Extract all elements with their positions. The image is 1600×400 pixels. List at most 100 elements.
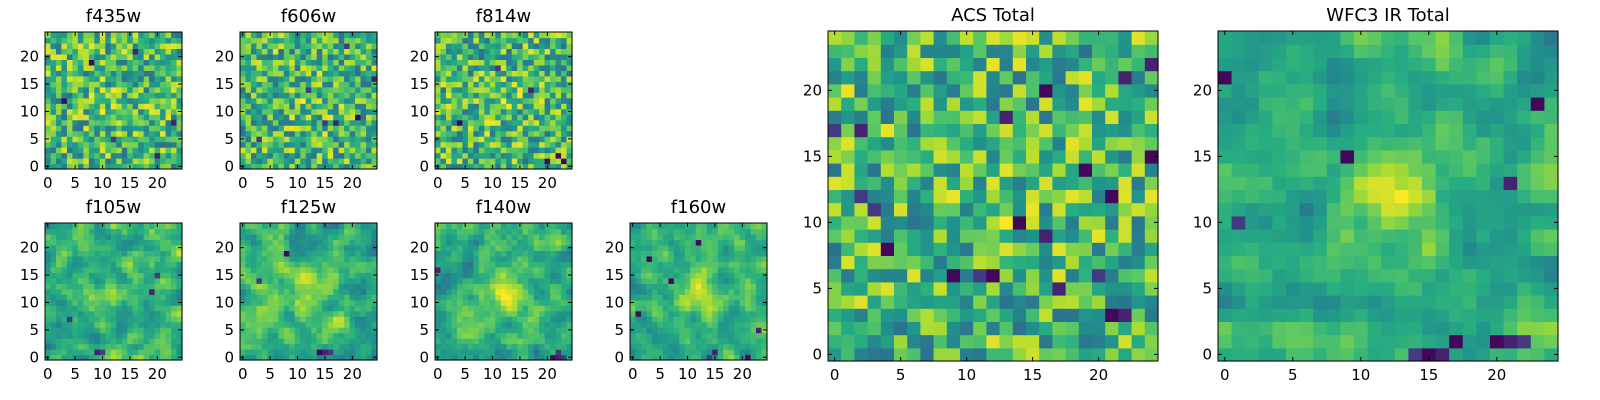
heatmap-cell [160, 288, 167, 295]
heatmap-cell [360, 136, 367, 143]
heatmap-cell [739, 343, 746, 350]
heatmap-cell [132, 255, 139, 262]
heatmap-cell [973, 176, 987, 190]
heatmap-cell [72, 338, 79, 345]
heatmap-cell [261, 147, 268, 154]
heatmap-cell [327, 228, 334, 235]
heatmap-cell [360, 141, 367, 148]
heatmap-cell [539, 158, 546, 165]
heatmap-cell [679, 327, 686, 334]
heatmap-cell [355, 354, 362, 361]
heatmap-cell [344, 114, 351, 121]
heatmap-cell [50, 42, 57, 50]
heatmap-cell [706, 223, 713, 230]
heatmap-cell [294, 321, 301, 328]
heatmap-cell [355, 228, 362, 235]
heatmap-cell [245, 92, 252, 99]
heatmap-cell [473, 53, 480, 60]
heatmap-cell [445, 283, 453, 290]
heatmap-cell [360, 114, 367, 121]
heatmap-cell [544, 114, 551, 121]
heatmap-cell [121, 37, 128, 44]
heatmap-cell [662, 223, 669, 230]
heatmap-cell [695, 338, 702, 345]
heatmap-cell [160, 349, 167, 356]
heatmap-cell [344, 310, 351, 317]
heatmap-cell [500, 288, 507, 295]
heatmap-cell [83, 48, 90, 55]
heatmap-cell [533, 283, 540, 290]
heatmap-cell [500, 59, 507, 66]
heatmap-cell [300, 338, 307, 345]
heatmap-cell [355, 119, 362, 126]
heatmap-cell [272, 92, 279, 99]
heatmap-cell [657, 327, 664, 334]
heatmap-cell [138, 332, 145, 339]
heatmap-cell [451, 288, 458, 295]
heatmap-cell [355, 261, 362, 268]
heatmap-cell [528, 266, 535, 273]
heatmap-cell [132, 288, 139, 295]
heatmap-cell [511, 37, 518, 44]
heatmap-cell [77, 261, 84, 268]
heatmap-cell [66, 338, 73, 345]
heatmap-cell [50, 343, 57, 350]
heatmap-cell [679, 338, 686, 345]
heatmap-cell [371, 125, 378, 132]
heatmap-cell [72, 53, 79, 60]
heatmap-cell [77, 283, 84, 290]
heatmap-cell [495, 86, 502, 93]
heatmap-cell [761, 310, 768, 317]
heatmap-cell [138, 141, 145, 148]
heatmap-cell [50, 338, 57, 345]
heatmap-cell [750, 316, 757, 323]
heatmap-cell [635, 244, 642, 251]
heatmap-cell [333, 310, 340, 317]
heatmap-cell [344, 261, 351, 268]
heatmap-cell [550, 92, 557, 99]
heatmap-cell [933, 255, 948, 270]
heatmap-cell [171, 53, 178, 60]
heatmap-cell [662, 343, 669, 350]
heatmap-cell [651, 299, 658, 306]
heatmap-cell [176, 130, 183, 137]
heatmap-cell [506, 108, 513, 115]
x-tick-label: 5 [265, 365, 275, 383]
heatmap-cell [646, 250, 653, 257]
heatmap-cell [489, 228, 496, 235]
heatmap-cell [316, 32, 323, 39]
heatmap-cell [61, 119, 68, 126]
heatmap-panel: f606w 0 5 10 15 20 0 5 10 15 20 [215, 8, 378, 192]
heatmap-cell [451, 37, 458, 44]
heatmap-cell [355, 147, 362, 154]
heatmap-cell [294, 338, 301, 345]
heatmap-cell [272, 255, 279, 262]
heatmap-cell [566, 75, 573, 82]
heatmap-cell [267, 349, 274, 356]
heatmap-cell [533, 288, 540, 295]
heatmap-cell [445, 239, 453, 246]
heatmap-cell [83, 228, 90, 235]
heatmap-cell [517, 228, 524, 235]
heatmap-cell [116, 255, 123, 262]
heatmap-cell [99, 327, 106, 334]
heatmap-cell [50, 37, 57, 44]
heatmap-cell [668, 349, 675, 356]
heatmap-cell [160, 97, 167, 104]
heatmap-cell [311, 103, 318, 110]
heatmap-cell [841, 176, 855, 190]
heatmap-cell [121, 125, 128, 132]
heatmap-cell [473, 92, 480, 99]
heatmap-cell [462, 81, 469, 88]
heatmap-cell [533, 81, 540, 88]
heatmap-cell [445, 81, 453, 88]
heatmap-cell [50, 255, 57, 262]
heatmap-cell [283, 81, 290, 88]
heatmap-cell [160, 299, 167, 306]
x-tick-label: 15 [120, 174, 139, 192]
heatmap-cell [880, 176, 895, 190]
heatmap-cell [110, 130, 117, 137]
heatmap-cell [467, 244, 474, 251]
heatmap-cell [99, 158, 106, 165]
heatmap-cell [462, 283, 469, 290]
